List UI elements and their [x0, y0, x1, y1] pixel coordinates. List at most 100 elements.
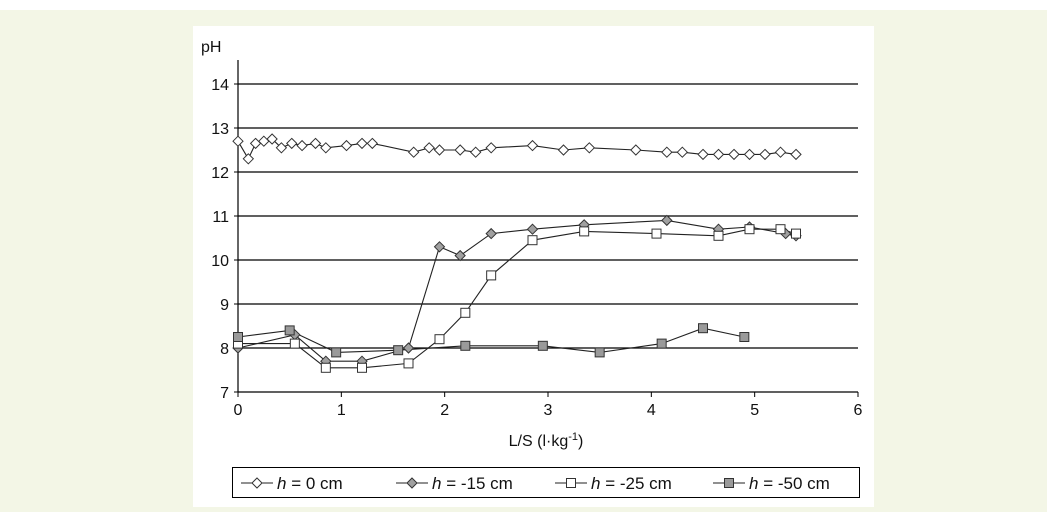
data-point — [423, 142, 435, 154]
data-point — [258, 135, 270, 147]
data-point — [790, 148, 802, 161]
data-point — [656, 338, 667, 349]
series-markers-2 — [233, 224, 801, 373]
x-axis-title-main: L/S (l·kg — [509, 433, 569, 450]
data-point — [712, 148, 725, 161]
data-point — [331, 347, 342, 358]
legend-text: = -25 cm — [600, 474, 671, 493]
data-point — [557, 144, 570, 156]
data-point — [713, 230, 724, 241]
data-point — [289, 338, 300, 349]
data-point — [651, 228, 662, 239]
legend-var: h — [749, 474, 758, 493]
x-tick-label: 3 — [544, 402, 553, 419]
data-point — [460, 340, 471, 351]
data-point — [526, 223, 539, 235]
data-point — [775, 224, 786, 235]
data-point — [537, 340, 548, 351]
data-point — [630, 144, 642, 156]
data-point — [594, 347, 605, 358]
legend: h = 0 cm h = -15 cm h = -25 cm h = -50 cm — [232, 467, 860, 498]
data-point — [242, 153, 255, 165]
y-tick-label: 14 — [211, 77, 229, 94]
data-point — [340, 139, 353, 152]
legend-text: = -15 cm — [441, 474, 512, 493]
data-point — [407, 146, 420, 158]
legend-text: = -50 cm — [758, 474, 829, 493]
data-point — [286, 137, 298, 150]
data-point — [266, 133, 278, 145]
legend-marker-3 — [724, 478, 734, 488]
plot-card — [193, 26, 874, 507]
data-point — [485, 142, 497, 154]
y-tick-label: 10 — [211, 253, 229, 270]
series-line-3 — [237, 327, 745, 353]
data-point — [320, 142, 332, 154]
series-line-2 — [238, 228, 797, 369]
series-markers-0 — [232, 133, 802, 165]
data-point — [698, 323, 708, 334]
data-point — [249, 137, 262, 150]
gridlines — [238, 83, 858, 349]
y-tick-label: 8 — [220, 341, 229, 358]
data-point — [697, 148, 709, 161]
data-point — [434, 334, 445, 345]
data-point — [296, 139, 308, 152]
x-tick-label: 5 — [750, 402, 759, 419]
data-point — [460, 307, 471, 318]
legend-var: h — [432, 474, 441, 493]
legend-label-1: h = -15 cm — [432, 474, 513, 493]
data-point — [320, 362, 331, 373]
data-point — [469, 146, 482, 158]
data-point — [284, 325, 295, 336]
data-point — [393, 345, 404, 356]
y-tick-label: 7 — [220, 385, 229, 402]
data-point — [402, 342, 415, 354]
x-axis-title-close: ) — [578, 433, 583, 450]
legend-label-2: h = -25 cm — [591, 474, 672, 493]
x-tick-label: 4 — [647, 402, 656, 419]
data-point — [486, 270, 497, 281]
data-point — [366, 137, 379, 150]
data-point — [661, 214, 673, 227]
data-point — [485, 227, 497, 240]
data-point — [433, 144, 446, 156]
legend-marker-0 — [251, 477, 263, 489]
data-point — [743, 148, 756, 161]
data-point — [739, 332, 750, 342]
data-point — [356, 137, 368, 150]
legend-var: h — [591, 474, 600, 493]
y-tick-label: 9 — [220, 297, 229, 314]
data-point — [791, 228, 801, 239]
data-point — [275, 142, 288, 154]
data-point — [774, 146, 787, 158]
y-tick-label: 13 — [211, 121, 229, 138]
legend-marker-1 — [406, 477, 418, 489]
legend-var: h — [277, 474, 286, 493]
series-markers — [232, 133, 802, 373]
legend-text: = 0 cm — [286, 474, 342, 493]
data-point — [454, 144, 466, 156]
series-markers-3 — [233, 323, 750, 358]
y-tick-label: 12 — [211, 165, 229, 182]
data-point — [759, 148, 771, 161]
data-point — [661, 146, 673, 158]
y-axis-title: pH — [201, 39, 221, 56]
data-point — [232, 135, 244, 147]
data-point — [583, 142, 596, 154]
series-lines — [237, 138, 797, 369]
x-axis-title-sup: -1 — [568, 431, 578, 443]
x-tick-label: 2 — [440, 402, 449, 419]
x-tick-label: 1 — [337, 402, 346, 419]
data-point — [433, 241, 446, 253]
data-point — [728, 148, 740, 161]
data-point — [403, 358, 414, 369]
data-point — [744, 224, 755, 235]
data-point — [309, 137, 322, 150]
x-tick-label: 0 — [234, 402, 243, 419]
data-point — [527, 235, 538, 246]
legend-svg: h = 0 cm h = -15 cm h = -25 cm h = -50 cm — [241, 474, 830, 493]
